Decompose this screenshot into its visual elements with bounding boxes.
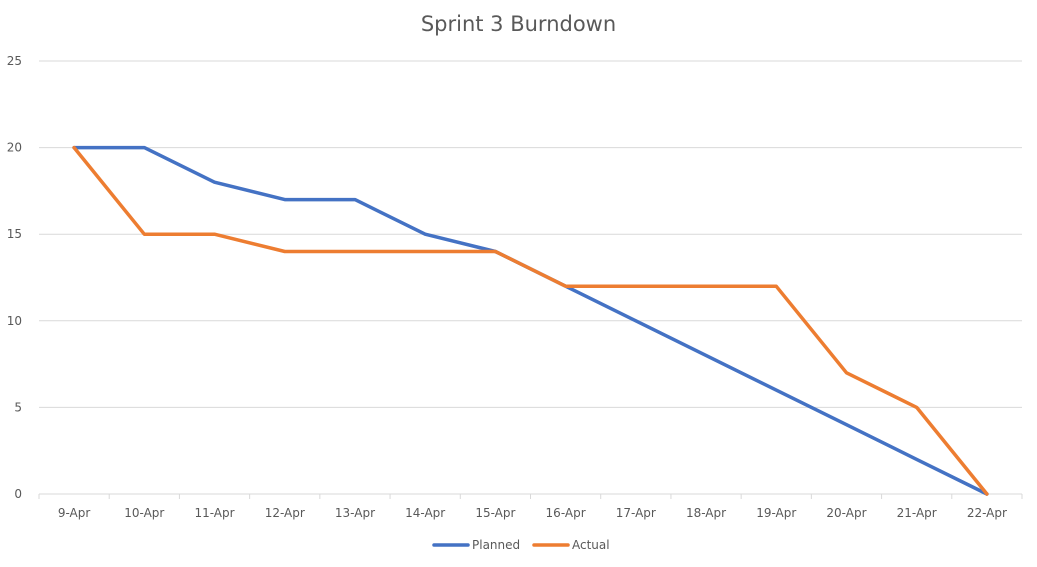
x-tick-label-13-Apr: 13-Apr <box>335 506 375 520</box>
x-tick-label-17-Apr: 17-Apr <box>616 506 656 520</box>
x-tick-label-22-Apr: 22-Apr <box>967 506 1007 520</box>
y-tick-label-15: 15 <box>7 227 22 241</box>
x-tick-label-11-Apr: 11-Apr <box>194 506 234 520</box>
x-tick-label-10-Apr: 10-Apr <box>124 506 164 520</box>
x-tick-label-21-Apr: 21-Apr <box>897 506 937 520</box>
legend-label-actual: Actual <box>572 538 610 552</box>
x-tick-label-18-Apr: 18-Apr <box>686 506 726 520</box>
y-tick-label-25: 25 <box>7 54 22 68</box>
legend-label-planned: Planned <box>472 538 520 552</box>
x-tick-label-20-Apr: 20-Apr <box>826 506 866 520</box>
x-tick-label-15-Apr: 15-Apr <box>475 506 515 520</box>
chart-title: Sprint 3 Burndown <box>420 12 617 36</box>
x-tick-label-19-Apr: 19-Apr <box>756 506 796 520</box>
y-tick-label-20: 20 <box>7 141 22 155</box>
y-tick-label-0: 0 <box>14 487 22 501</box>
y-tick-label-5: 5 <box>14 400 22 414</box>
y-tick-label-10: 10 <box>7 314 22 328</box>
x-tick-label-9-Apr: 9-Apr <box>58 506 91 520</box>
x-tick-label-14-Apr: 14-Apr <box>405 506 445 520</box>
x-tick-label-16-Apr: 16-Apr <box>546 506 586 520</box>
x-tick-label-12-Apr: 12-Apr <box>265 506 305 520</box>
series-line-actual <box>72 145 989 496</box>
